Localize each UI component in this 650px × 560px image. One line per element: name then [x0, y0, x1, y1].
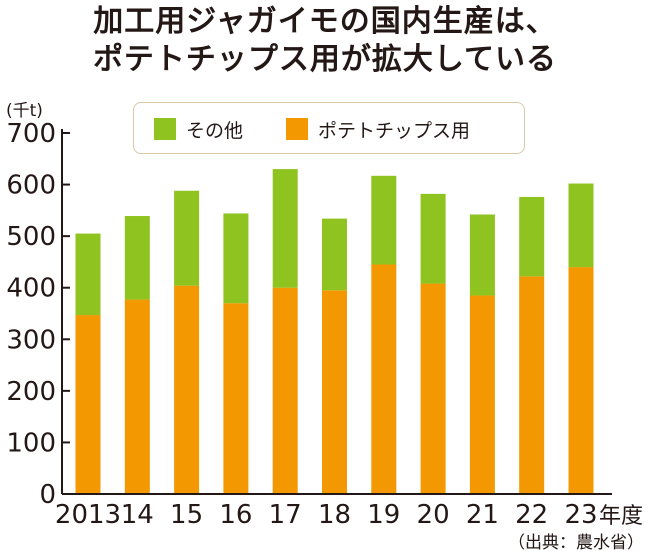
- legend-item-other: その他: [154, 116, 243, 142]
- chart-title-line2: ポテトチップス用が拡大している: [92, 42, 558, 77]
- y-tick-label: 100: [6, 428, 56, 458]
- bar-segment: [174, 190, 200, 286]
- chart-legend: その他 ポテトチップス用: [133, 102, 525, 154]
- bar-segment: [371, 175, 397, 265]
- x-tick-label: 2013: [55, 500, 121, 530]
- chart-title-line1: 加工用ジャガイモの国内生産は、: [93, 4, 557, 39]
- y-tick-label: 300: [6, 325, 56, 355]
- bar-segment: [124, 216, 150, 300]
- x-axis-suffix-label: 年度: [599, 504, 643, 529]
- y-axis-unit-label: (千t): [6, 101, 43, 121]
- x-tick-label: 21: [466, 500, 499, 530]
- bar-segment: [223, 303, 249, 494]
- legend-label-other: その他: [186, 119, 244, 142]
- y-tick-label: 200: [6, 377, 56, 407]
- legend-label-chips: ポテトチップス用: [318, 119, 471, 142]
- x-tick-label: 17: [269, 500, 302, 530]
- source-note: （出典：農水省）: [508, 533, 644, 553]
- bar-segment: [272, 169, 298, 288]
- x-tick-label: 15: [170, 500, 203, 530]
- bar-segment: [420, 283, 446, 494]
- x-tick-label: 20: [417, 500, 450, 530]
- legend-item-chips: ポテトチップス用: [286, 116, 470, 142]
- legend-swatch-other: [154, 118, 176, 140]
- bar-segment: [371, 264, 397, 494]
- bar-segment: [322, 218, 347, 291]
- bar-segment: [322, 290, 347, 494]
- bar-segment: [75, 233, 101, 316]
- bar-segment: [519, 276, 545, 494]
- bar-segment: [223, 213, 249, 304]
- y-tick-label: 400: [6, 274, 56, 304]
- bar-segment: [519, 196, 545, 277]
- y-tick-label: 700: [6, 119, 56, 149]
- legend-swatch-chips: [286, 118, 308, 140]
- bar-segment: [568, 183, 594, 268]
- bar-segment: [124, 299, 150, 494]
- bar-segment: [75, 315, 101, 494]
- bar-segment: [469, 295, 495, 494]
- x-tick-label: 19: [367, 500, 400, 530]
- y-tick-label: 500: [6, 222, 56, 252]
- y-tick-label: 0: [39, 480, 56, 510]
- bar-segment: [469, 214, 495, 296]
- x-tick-label: 22: [515, 500, 548, 530]
- x-tick-label: 14: [121, 500, 154, 530]
- bar-segment: [174, 285, 200, 494]
- y-tick-label: 600: [6, 171, 56, 201]
- bar-segment: [568, 267, 594, 494]
- x-tick-label: 16: [219, 500, 252, 530]
- x-tick-label: 18: [318, 500, 351, 530]
- bar-segment: [272, 287, 298, 494]
- bar-segment: [420, 193, 446, 284]
- x-tick-label: 23: [564, 500, 597, 530]
